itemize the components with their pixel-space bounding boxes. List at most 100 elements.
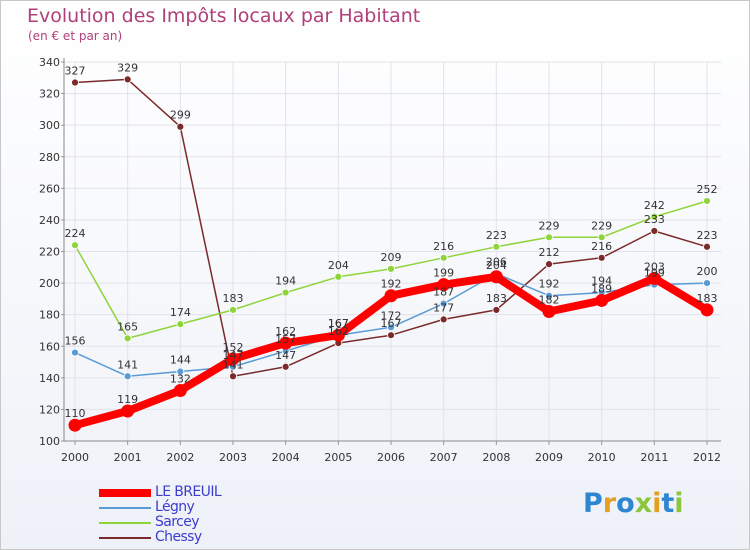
brand-logo: Proxiti (583, 488, 684, 519)
data-label: 162 (328, 325, 349, 338)
y-tick-label: 340 (39, 56, 60, 69)
data-point (650, 212, 659, 221)
x-tick-label: 2010 (588, 451, 616, 464)
data-label: 187 (433, 286, 454, 299)
legend-swatch (99, 507, 151, 509)
data-label: 165 (117, 320, 138, 333)
data-label: 252 (697, 183, 718, 196)
legend-label: LE BREUIL (155, 484, 222, 500)
y-tick-label: 180 (39, 309, 60, 322)
data-point (439, 315, 448, 324)
data-point (597, 233, 606, 242)
data-label: 167 (328, 317, 349, 330)
y-tick-label: 280 (39, 151, 60, 164)
x-tick-label: 2007 (430, 451, 458, 464)
data-label: 119 (117, 393, 138, 406)
data-label: 199 (644, 267, 665, 280)
data-label: 156 (65, 335, 86, 348)
data-point (595, 293, 609, 307)
data-label: 229 (591, 219, 612, 232)
brand-letter: i (674, 488, 684, 519)
brand-letter: o (616, 488, 635, 519)
data-point (542, 305, 556, 319)
data-point (597, 253, 606, 262)
y-tick-label: 120 (39, 403, 60, 416)
data-point (279, 336, 293, 350)
brand-letter: x (634, 488, 653, 519)
data-point (492, 242, 501, 251)
brand-letter: r (602, 488, 617, 519)
data-label: 216 (591, 240, 612, 253)
data-label: 200 (697, 265, 718, 278)
data-point (123, 334, 132, 343)
legend-item: Chessy (99, 530, 221, 545)
data-label: 206 (486, 256, 507, 269)
data-point (123, 372, 132, 381)
data-point (439, 299, 448, 308)
data-label: 223 (697, 229, 718, 242)
data-point (545, 260, 553, 269)
data-point (489, 270, 503, 284)
data-point (387, 331, 395, 340)
data-label: 204 (486, 259, 507, 272)
data-point (647, 271, 661, 285)
legend-item: Sarcey (99, 515, 221, 530)
x-tick-label: 2008 (482, 451, 510, 464)
data-point (700, 303, 714, 317)
y-tick-label: 240 (39, 214, 60, 227)
data-label: 192 (381, 278, 402, 291)
y-tick-label: 260 (39, 182, 60, 195)
data-point (71, 348, 79, 357)
x-tick-label: 2001 (114, 451, 142, 464)
data-label: 152 (223, 341, 244, 354)
data-point (331, 328, 345, 342)
data-point (229, 306, 237, 314)
brand-letter: i (652, 488, 662, 519)
x-tick-label: 2000 (61, 451, 89, 464)
legend-item: Légny (99, 500, 221, 515)
chart-subtitle: (en € et par an) (28, 29, 123, 43)
data-label: 327 (65, 65, 86, 78)
data-point (121, 404, 135, 418)
data-label: 177 (433, 301, 454, 314)
data-point (173, 383, 187, 397)
x-tick-label: 2006 (377, 451, 405, 464)
data-label: 192 (539, 278, 560, 291)
data-point (176, 122, 185, 131)
data-label: 183 (486, 292, 507, 305)
x-tick-label: 2003 (219, 451, 247, 464)
data-label: 203 (644, 260, 665, 273)
data-point (281, 362, 290, 371)
data-label: 162 (275, 325, 296, 338)
data-label: 183 (223, 292, 244, 305)
data-point (71, 241, 79, 250)
legend-label: Chessy (155, 529, 202, 545)
data-point (387, 264, 395, 273)
data-point (387, 323, 395, 332)
data-label: 212 (539, 246, 560, 259)
data-label: 224 (65, 227, 86, 240)
y-tick-label: 160 (39, 340, 60, 353)
brand-letter: P (583, 488, 603, 519)
legend-swatch (99, 489, 151, 497)
y-tick-label: 320 (39, 88, 60, 101)
data-label: 144 (170, 354, 191, 367)
data-label: 229 (539, 219, 560, 232)
data-label: 141 (117, 358, 138, 371)
data-label: 299 (170, 109, 191, 122)
data-label: 216 (433, 240, 454, 253)
data-label: 157 (275, 333, 296, 346)
data-point (229, 372, 237, 381)
data-label: 147 (223, 349, 244, 362)
data-label: 174 (170, 306, 191, 319)
data-label: 233 (644, 213, 665, 226)
x-tick-label: 2012 (693, 451, 721, 464)
y-tick-label: 300 (39, 119, 60, 132)
legend-label: Sarcey (155, 514, 200, 530)
data-point (703, 242, 711, 251)
data-label: 110 (65, 407, 86, 420)
data-point (703, 279, 711, 287)
data-label: 199 (433, 267, 454, 280)
